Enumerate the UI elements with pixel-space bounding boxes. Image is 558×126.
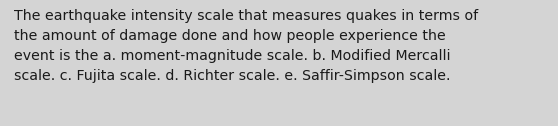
Text: The earthquake intensity scale that measures quakes in terms of
the amount of da: The earthquake intensity scale that meas… [14, 9, 478, 83]
